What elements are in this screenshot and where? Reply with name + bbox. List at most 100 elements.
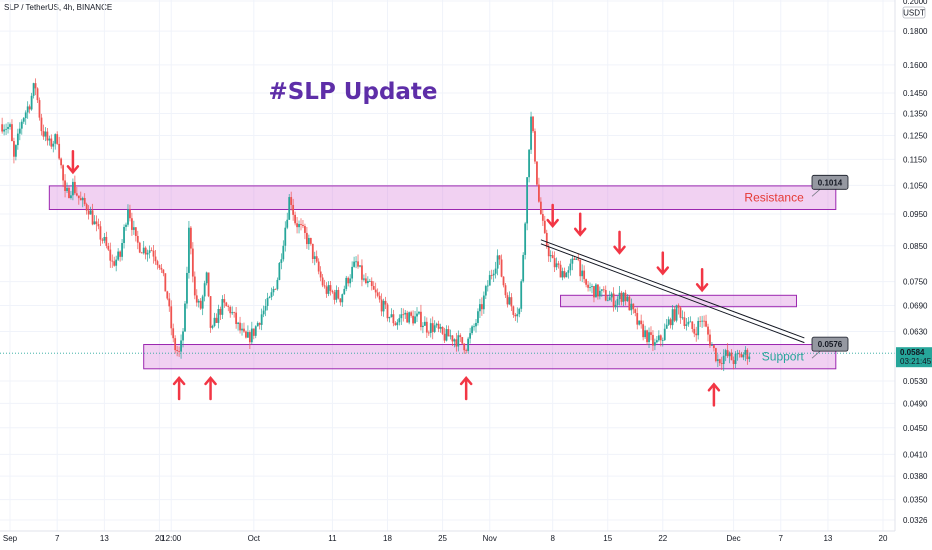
candle-body bbox=[445, 329, 448, 341]
candle-body bbox=[746, 349, 749, 360]
candle-body bbox=[182, 331, 184, 341]
candle-body bbox=[247, 332, 249, 338]
candle-body bbox=[119, 251, 122, 257]
last-price-tag[interactable] bbox=[896, 347, 932, 368]
zone-box[interactable] bbox=[143, 344, 837, 370]
price-tick-label: 0.0950 bbox=[903, 210, 928, 219]
candle-body bbox=[701, 320, 704, 322]
candle-body bbox=[437, 323, 440, 329]
price-axis[interactable]: 0.2000 0.1800 0.1600 0.1450 0.1350 0.1250 0.11… bbox=[894, 0, 932, 550]
candle-body bbox=[258, 322, 261, 325]
candle-body bbox=[569, 263, 572, 271]
candle-body bbox=[229, 306, 232, 314]
candle-body bbox=[720, 363, 723, 365]
candle-body bbox=[467, 338, 470, 351]
candle-body bbox=[241, 328, 243, 331]
candle-body bbox=[95, 221, 98, 225]
arrow-head bbox=[707, 382, 721, 392]
candle-body bbox=[494, 268, 497, 274]
candle-body bbox=[740, 354, 743, 358]
candle-body bbox=[657, 335, 660, 341]
candle-body bbox=[313, 256, 316, 259]
candle-body bbox=[162, 269, 165, 274]
time-tick-label: 22 bbox=[658, 534, 667, 543]
candle-body bbox=[526, 177, 529, 224]
trendlines-layer: 0.1014 0.0576 bbox=[0, 174, 895, 359]
candle-body bbox=[154, 256, 157, 262]
time-tick-label: Oct bbox=[248, 534, 261, 543]
candle-body bbox=[217, 308, 220, 323]
candle-body bbox=[270, 292, 273, 298]
candle-body bbox=[70, 195, 72, 198]
candle-body bbox=[488, 275, 491, 286]
candle-body bbox=[638, 320, 641, 325]
candle-body bbox=[522, 254, 525, 282]
candle-body bbox=[327, 285, 330, 294]
candle-body bbox=[66, 187, 68, 192]
candle-body bbox=[245, 331, 247, 338]
callout-box[interactable] bbox=[811, 174, 849, 190]
callout-box[interactable] bbox=[811, 336, 849, 352]
arrow-up-icon bbox=[204, 376, 217, 401]
candle-body bbox=[87, 210, 90, 215]
candle-body bbox=[56, 134, 59, 144]
candle-body bbox=[561, 271, 564, 278]
arrow-head bbox=[172, 376, 186, 386]
candle-body bbox=[504, 285, 507, 296]
candle-body bbox=[738, 353, 741, 355]
candle-body bbox=[30, 95, 33, 110]
candle-body bbox=[671, 309, 674, 326]
price-tick-label: 0.1150 bbox=[903, 155, 927, 164]
candle-body bbox=[319, 271, 322, 278]
candle-body bbox=[311, 243, 314, 259]
arrow-up-icon bbox=[707, 382, 721, 407]
candle-body bbox=[630, 303, 633, 311]
trend-line[interactable] bbox=[540, 239, 805, 339]
candle-body bbox=[140, 252, 143, 254]
candle-body bbox=[573, 258, 576, 260]
price-tick-label: 0.1050 bbox=[903, 181, 928, 190]
candle-body bbox=[532, 116, 534, 132]
candle-body bbox=[703, 320, 705, 322]
price-tick-label: 0.0410 bbox=[903, 450, 928, 459]
candle-body bbox=[221, 299, 224, 315]
candle-body bbox=[502, 276, 505, 286]
candle-body bbox=[693, 328, 696, 334]
candle-body bbox=[382, 300, 385, 312]
candle-body bbox=[547, 246, 550, 257]
candle-body bbox=[91, 210, 94, 225]
candle-body bbox=[99, 226, 102, 240]
candle-body bbox=[7, 126, 9, 129]
candle-body bbox=[11, 124, 13, 142]
candle-body bbox=[567, 270, 570, 273]
candle-body bbox=[492, 273, 495, 276]
candle-body bbox=[5, 128, 7, 130]
candle-body bbox=[408, 312, 411, 323]
currency-badge[interactable] bbox=[902, 6, 926, 19]
candle-body bbox=[398, 318, 401, 323]
candle-body bbox=[125, 224, 127, 227]
candle-body bbox=[366, 281, 369, 284]
candle-body bbox=[323, 285, 326, 287]
candle-body bbox=[687, 321, 690, 325]
candle-body bbox=[296, 223, 298, 228]
candle-body bbox=[681, 317, 684, 319]
candle-body bbox=[536, 161, 538, 185]
candle-body bbox=[209, 296, 212, 328]
candle-body bbox=[325, 286, 328, 294]
candle-body bbox=[40, 117, 43, 132]
candle-body bbox=[243, 328, 245, 332]
candle-body bbox=[83, 197, 86, 205]
candle-body bbox=[166, 291, 169, 299]
candle-body bbox=[477, 311, 479, 323]
candle-body bbox=[431, 323, 434, 332]
candle-body bbox=[610, 293, 613, 298]
candle-body bbox=[107, 245, 110, 250]
trend-line[interactable] bbox=[540, 243, 805, 344]
candle-body bbox=[463, 343, 466, 351]
candle-body bbox=[203, 283, 206, 297]
zone-box[interactable] bbox=[48, 185, 837, 211]
arrow-down-icon bbox=[573, 212, 587, 237]
